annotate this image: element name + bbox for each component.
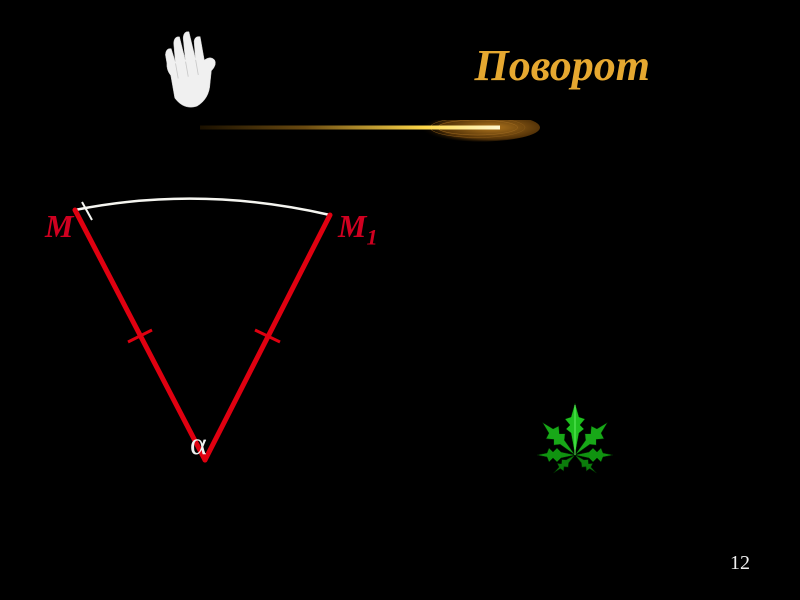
title-underline	[50, 120, 690, 150]
hand-icon	[137, 18, 237, 126]
slide-title: Поворот	[474, 40, 650, 91]
label-m: M	[45, 208, 73, 245]
leaf-icon	[520, 400, 630, 510]
label-m1-sub: 1	[366, 224, 377, 249]
angle-tick-m	[82, 202, 92, 220]
label-alpha: α	[190, 425, 207, 462]
label-m1: M1	[338, 208, 378, 250]
arc-m-m1	[75, 199, 330, 215]
page-number: 12	[730, 552, 750, 575]
label-m1-base: M	[338, 208, 366, 244]
slide: Поворот	[0, 0, 800, 600]
